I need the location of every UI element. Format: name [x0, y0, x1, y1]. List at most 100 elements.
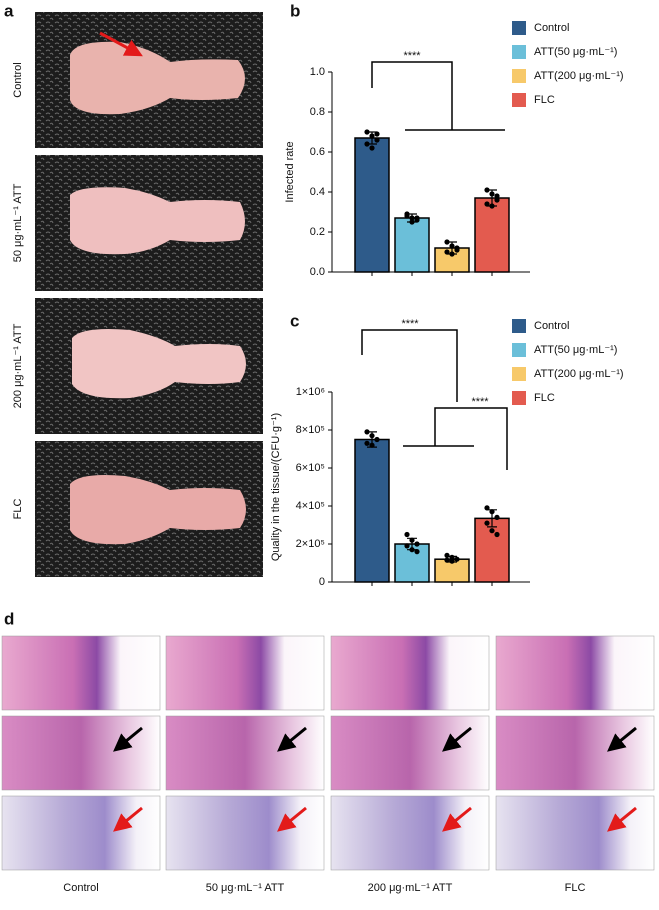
- histology-image: [330, 715, 490, 791]
- y-tick-label: 6×10⁵: [296, 462, 325, 474]
- legend-label: Control: [534, 320, 569, 332]
- data-point: [404, 543, 410, 549]
- data-point: [414, 215, 420, 221]
- data-point: [444, 557, 450, 563]
- histology-image: [495, 715, 655, 791]
- y-tick-label: 0.0: [310, 266, 325, 278]
- y-tick-label: 4×10⁵: [296, 500, 325, 512]
- histology-label: Control: [63, 882, 98, 894]
- data-point: [369, 442, 375, 448]
- histology-image: [1, 795, 161, 871]
- photo: [35, 298, 263, 434]
- bar: [354, 438, 390, 583]
- bar: [354, 137, 390, 273]
- data-point: [484, 520, 490, 526]
- histology-image: [1, 715, 161, 791]
- bracket: [361, 329, 458, 402]
- data-point: [489, 203, 495, 209]
- data-point: [449, 251, 455, 257]
- y-tick-label: 0.8: [310, 106, 325, 118]
- histology-image: [165, 795, 325, 871]
- data-point: [444, 249, 450, 255]
- data-point: [489, 191, 495, 197]
- data-point: [409, 537, 415, 543]
- histology-image: [165, 635, 325, 711]
- data-point: [484, 201, 490, 207]
- arrow: [277, 726, 307, 752]
- bar: [394, 217, 430, 273]
- data-point: [449, 554, 455, 560]
- legend-label: FLC: [534, 94, 555, 106]
- photo-label: FLC: [12, 499, 24, 520]
- bar: [474, 197, 510, 273]
- legend-label: Control: [534, 22, 569, 34]
- histology-image: [1, 635, 161, 711]
- bar: [474, 517, 510, 583]
- data-point: [409, 215, 415, 221]
- data-point: [369, 133, 375, 139]
- y-tick-label: 1×10⁶: [296, 386, 325, 398]
- arrow: [442, 726, 472, 752]
- data-point: [494, 193, 500, 199]
- data-point: [449, 243, 455, 249]
- histology-label: FLC: [565, 882, 586, 894]
- legend-swatch: [512, 69, 526, 83]
- panel-label: a: [4, 1, 14, 20]
- data-point: [489, 509, 495, 515]
- data-point: [414, 549, 420, 555]
- legend-swatch: [512, 343, 526, 357]
- arrow: [442, 806, 472, 832]
- y-tick-label: 8×10⁵: [296, 424, 325, 436]
- histology-grid: Control 50 μg·mL⁻¹ ATT 200 μg·mL⁻¹ ATT FLC: [1, 635, 655, 894]
- data-point: [364, 129, 370, 135]
- arrow: [277, 806, 307, 832]
- y-axis-title: Quality in the tissue/(CFU·g⁻¹): [270, 413, 282, 561]
- data-point: [484, 505, 490, 511]
- histology-image: [495, 635, 655, 711]
- data-point: [484, 187, 490, 193]
- histology-image: [495, 795, 655, 871]
- data-point: [409, 547, 415, 553]
- data-point: [444, 552, 450, 559]
- data-point: [364, 440, 370, 446]
- data-point: [404, 213, 410, 219]
- panel-label: b: [290, 1, 300, 20]
- bracket: [403, 407, 508, 470]
- data-point: [444, 239, 450, 245]
- legend-swatch: [512, 21, 526, 35]
- y-tick-label: 0: [319, 576, 325, 588]
- panel-label: d: [4, 609, 14, 628]
- legend-label: ATT(50 μg·mL⁻¹): [534, 46, 617, 58]
- data-point: [364, 429, 370, 435]
- y-tick-label: 1.0: [310, 66, 325, 78]
- photo-label: 50 μg·mL⁻¹ ATT: [12, 183, 24, 262]
- legend-swatch: [512, 319, 526, 333]
- y-axis-title: Infected rate: [284, 141, 296, 202]
- photo-label: 200 μg·mL⁻¹ ATT: [12, 323, 24, 408]
- legend-label: FLC: [534, 392, 555, 404]
- data-point: [454, 556, 460, 562]
- data-point: [449, 558, 455, 564]
- data-point: [369, 145, 375, 151]
- data-point: [494, 197, 500, 203]
- data-point: [494, 531, 500, 538]
- annotation: ****: [403, 50, 421, 62]
- legend-label: ATT(200 μg·mL⁻¹): [534, 70, 624, 82]
- photo: [35, 12, 263, 148]
- legend-swatch: [512, 45, 526, 59]
- histology-image: [330, 635, 490, 711]
- annotation: ****: [471, 396, 489, 408]
- photo-label: Control: [12, 62, 24, 97]
- data-point: [374, 436, 380, 443]
- y-tick-label: 0.4: [310, 186, 325, 198]
- legend-swatch: [512, 93, 526, 107]
- legend-swatch: [512, 367, 526, 381]
- data-point: [374, 131, 380, 137]
- y-tick-label: 2×10⁵: [296, 538, 325, 550]
- annotation: ****: [401, 318, 419, 330]
- data-point: [494, 514, 500, 521]
- panel-label: c: [290, 311, 299, 330]
- histology-image: [330, 795, 490, 871]
- histology-label: 50 μg·mL⁻¹ ATT: [206, 882, 285, 894]
